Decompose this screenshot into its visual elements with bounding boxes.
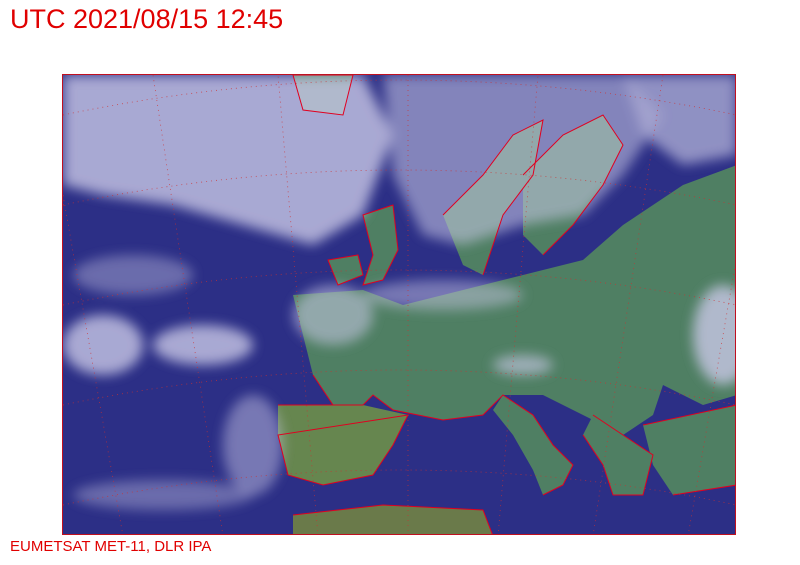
coastlines-outline bbox=[277, 75, 735, 534]
satellite-image bbox=[62, 74, 736, 535]
clouds bbox=[63, 75, 735, 510]
timestamp-title: UTC 2021/08/15 12:45 bbox=[10, 4, 284, 34]
satellite-map bbox=[63, 75, 735, 534]
graticule bbox=[63, 75, 735, 534]
image-credit: EUMETSAT MET-11, DLR IPA bbox=[10, 538, 212, 555]
